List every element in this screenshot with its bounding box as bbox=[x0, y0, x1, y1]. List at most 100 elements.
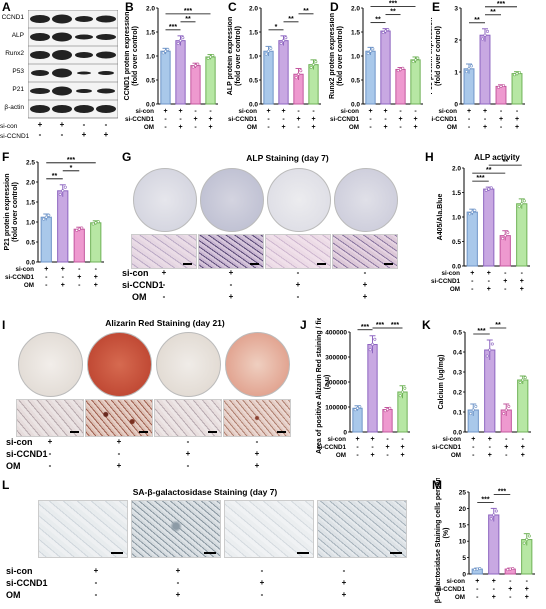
group-sign: - bbox=[414, 108, 417, 115]
group-sign: + bbox=[521, 444, 525, 451]
group-row-label: OM bbox=[349, 124, 359, 131]
data-point bbox=[473, 208, 477, 212]
group-sign: - bbox=[186, 461, 190, 470]
data-point bbox=[94, 221, 98, 225]
y-axis-label: (%) bbox=[443, 528, 450, 539]
data-point bbox=[383, 409, 387, 413]
y-tick-label: 0.4 bbox=[453, 350, 462, 357]
data-point bbox=[398, 394, 402, 398]
scale-bar bbox=[297, 552, 309, 554]
group-sign: + bbox=[44, 266, 48, 273]
bar bbox=[73, 228, 85, 263]
group-sign: - bbox=[45, 282, 48, 289]
data-point bbox=[47, 213, 51, 217]
bar bbox=[205, 56, 216, 105]
data-point bbox=[399, 67, 403, 71]
data-point bbox=[279, 42, 283, 46]
group-sign: - bbox=[399, 108, 402, 115]
data-point bbox=[503, 234, 507, 238]
group-sign: + bbox=[413, 124, 417, 131]
band-label: ALP bbox=[11, 32, 24, 39]
i-sicon-label: si-con bbox=[6, 437, 33, 447]
y-tick-label: 2.0 bbox=[146, 6, 155, 13]
group-sign: + bbox=[311, 116, 315, 123]
group-row-label: si-CCND1 bbox=[228, 116, 258, 123]
group-sign: + bbox=[175, 566, 181, 575]
panel-label-m: M bbox=[432, 478, 442, 492]
panel-label-a: A bbox=[2, 0, 11, 14]
group-row-label: si-con bbox=[15, 266, 34, 273]
bar bbox=[365, 50, 376, 105]
group-sign: + bbox=[93, 566, 99, 575]
group-sign: - bbox=[296, 292, 300, 301]
significance-label: ** bbox=[474, 17, 480, 24]
group-row-label: OM bbox=[447, 124, 457, 131]
western-blot: CCND1 ALP Runx2 P53 P21 β-actin si-con s… bbox=[0, 10, 125, 140]
group-sign: - bbox=[297, 108, 300, 115]
data-point bbox=[368, 348, 372, 352]
group-sign: - bbox=[505, 436, 508, 443]
data-point bbox=[161, 51, 165, 55]
significance-label: *** bbox=[391, 322, 399, 329]
sign: - bbox=[38, 130, 42, 139]
group-sign: + bbox=[228, 268, 234, 277]
y-tick-label: 0.0 bbox=[453, 430, 462, 437]
band-label: P53 bbox=[12, 68, 24, 75]
group-sign: + bbox=[515, 124, 519, 131]
data-point bbox=[416, 56, 420, 60]
group-row-label: si-con bbox=[446, 578, 465, 585]
panel-label-d: D bbox=[330, 0, 339, 14]
y-axis-label: Runx2 protein expression bbox=[329, 13, 336, 99]
panel-label-h: H bbox=[425, 150, 434, 164]
group-sign: + bbox=[116, 437, 122, 446]
y-axis-label: (a.u) bbox=[324, 375, 331, 390]
data-point bbox=[518, 380, 522, 384]
bar bbox=[495, 85, 507, 105]
data-point bbox=[312, 63, 316, 67]
data-point bbox=[489, 186, 493, 190]
group-row-label: OM bbox=[455, 594, 465, 601]
alizarin-dish bbox=[156, 332, 221, 397]
group-sign: - bbox=[209, 108, 212, 115]
y-tick-label: 1.5 bbox=[249, 30, 258, 37]
group-row-label: OM bbox=[451, 452, 461, 459]
data-point bbox=[401, 390, 405, 394]
y-tick-label: 1.0 bbox=[26, 220, 35, 227]
data-point bbox=[492, 513, 496, 517]
sign: + bbox=[37, 120, 43, 129]
significance-label: *** bbox=[481, 496, 489, 503]
bar bbox=[466, 211, 478, 267]
scale-bar bbox=[390, 552, 402, 554]
data-point bbox=[475, 567, 479, 571]
group-sign: - bbox=[468, 124, 471, 131]
group-sign: + bbox=[266, 108, 270, 115]
significance-label: *** bbox=[169, 24, 177, 31]
group-sign: - bbox=[472, 444, 475, 451]
group-sign: - bbox=[282, 116, 285, 123]
group-sign: + bbox=[259, 578, 265, 587]
group-sign: + bbox=[370, 436, 374, 443]
data-point bbox=[91, 222, 95, 226]
group-sign: - bbox=[522, 436, 525, 443]
data-point bbox=[58, 192, 62, 196]
scale-bar bbox=[208, 431, 217, 433]
y-axis-label: (fold over control) bbox=[12, 182, 19, 242]
data-point bbox=[467, 67, 471, 71]
blot-siccnd1-label: si-CCND1 bbox=[0, 133, 30, 140]
y-tick-label: 1.0 bbox=[249, 54, 258, 61]
group-sign: + bbox=[525, 594, 529, 601]
data-point bbox=[499, 84, 503, 88]
y-tick-label: 20 bbox=[459, 506, 467, 513]
scale-bar bbox=[111, 552, 123, 554]
group-sign: + bbox=[398, 116, 402, 123]
group-sign: + bbox=[208, 124, 212, 131]
group-sign: + bbox=[467, 108, 471, 115]
sa-gal-micrograph bbox=[38, 500, 128, 558]
y-axis-label: CCND1 protein expression bbox=[124, 12, 131, 101]
group-sign: - bbox=[176, 578, 180, 587]
group-sign: - bbox=[484, 116, 487, 123]
group-sign: - bbox=[509, 578, 512, 585]
data-point bbox=[61, 189, 65, 193]
data-point bbox=[468, 212, 472, 216]
